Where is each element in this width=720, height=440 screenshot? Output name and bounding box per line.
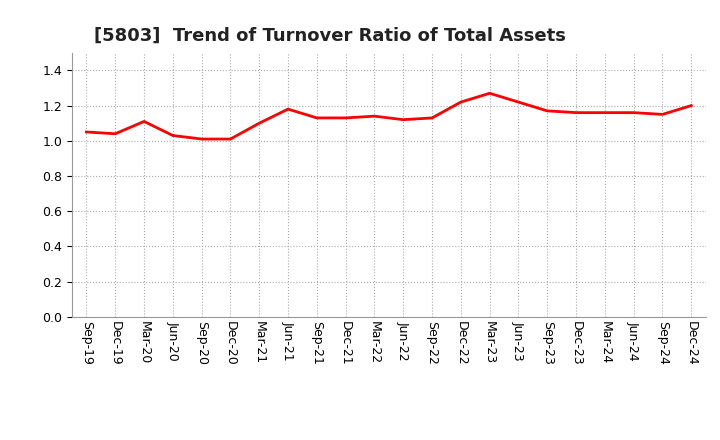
Text: [5803]  Trend of Turnover Ratio of Total Assets: [5803] Trend of Turnover Ratio of Total … bbox=[94, 26, 565, 44]
